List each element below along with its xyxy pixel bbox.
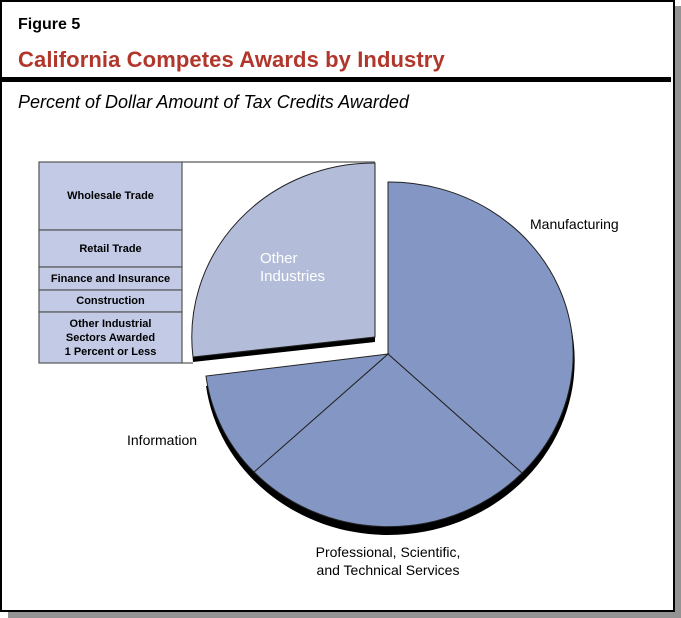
figure-title: California Competes Awards by Industry [18,47,445,72]
label-professional-line1: Professional, Scientific, [315,544,461,560]
slice-professional-services [253,353,523,528]
bar-label-retail: Retail Trade [79,243,142,255]
bar-label-construction: Construction [76,295,145,307]
bar-label-finance: Finance and Insurance [50,273,171,285]
bar-segment-other-sectors [38,311,183,364]
label-other-line1: Other [260,250,298,267]
label-information: Information [127,432,198,448]
label-other-industries: Other Industries [260,250,325,286]
label-manufacturing: Manufacturing [530,216,619,232]
title-divider [0,77,671,82]
bar-label-other-line2: Sectors Awarded [65,332,156,344]
breakdown-bar [38,161,183,364]
bar-label-other-sectors: Other Industrial Sectors Awarded 1 Perce… [39,317,182,359]
slice-other-industries [191,162,376,358]
bar-label-wholesale: Wholesale Trade [67,190,154,202]
label-other-line2: Industries [260,268,326,285]
slice-information [205,353,390,473]
figure-subtitle: Percent of Dollar Amount of Tax Credits … [18,92,409,112]
bar-label-other-line1: Other Industrial [69,318,152,330]
label-professional-services: Professional, Scientific, and Technical … [296,543,480,579]
slice-manufacturing [387,181,574,474]
label-professional-line2: and Technical Services [316,562,460,578]
figure-label: Figure 5 [18,16,81,33]
bar-label-other-line3: 1 Percent or Less [64,346,157,358]
